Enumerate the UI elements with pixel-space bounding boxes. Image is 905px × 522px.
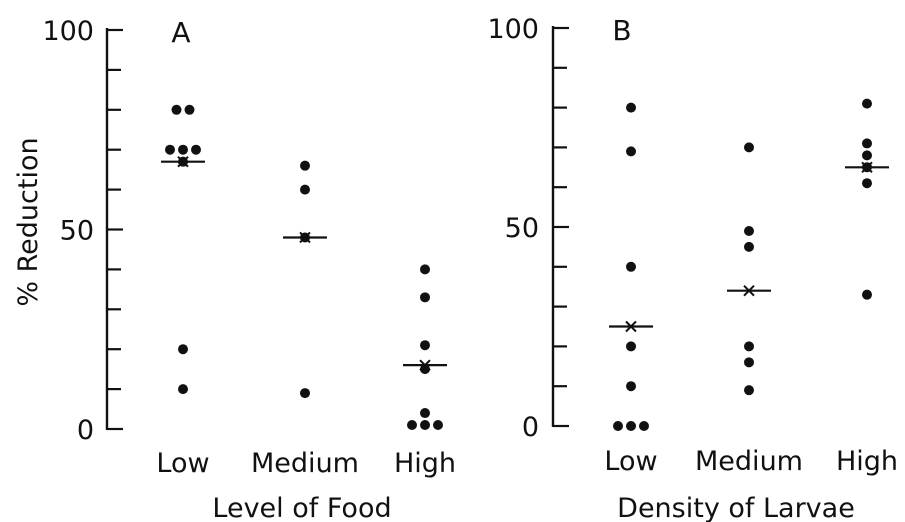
data-point	[420, 340, 430, 351]
x-axis-label: Level of Food	[212, 493, 391, 522]
data-point	[626, 341, 636, 352]
x-category-label: Medium	[695, 446, 803, 477]
data-point	[420, 408, 430, 419]
y-tick-label: 100	[42, 16, 94, 47]
data-point	[300, 388, 310, 399]
data-point	[184, 104, 195, 115]
y-tick-label: 0	[77, 415, 94, 446]
data-point	[300, 184, 310, 195]
data-point	[420, 292, 430, 303]
data-point	[165, 144, 175, 155]
data-point	[420, 264, 430, 275]
data-point	[626, 102, 636, 113]
mean-marker	[177, 155, 189, 168]
y-tick-label: 50	[60, 216, 94, 247]
mean-marker	[299, 231, 311, 244]
data-point	[744, 142, 754, 153]
data-point	[300, 160, 310, 171]
data-point	[626, 421, 636, 431]
data-point	[407, 420, 417, 431]
x-category-label: Low	[604, 446, 657, 477]
data-point	[613, 421, 623, 431]
mean-marker	[419, 359, 431, 371]
data-point	[862, 150, 872, 161]
x-axis-label: Density of Larvae	[617, 493, 855, 522]
y-tick-label: 100	[487, 14, 539, 45]
data-point	[744, 357, 754, 368]
data-point	[626, 261, 636, 272]
data-point	[862, 178, 872, 189]
data-point	[744, 385, 754, 396]
data-point	[178, 384, 188, 395]
data-point	[862, 138, 872, 149]
shared-y-axis-label: % Reduction	[13, 137, 44, 306]
data-point	[420, 420, 430, 431]
x-category-label: High	[836, 446, 898, 477]
x-category-label: High	[394, 448, 456, 479]
x-category-label: Low	[156, 448, 209, 479]
mean-marker	[625, 320, 637, 333]
mean-marker	[861, 161, 873, 174]
data-point	[626, 381, 636, 392]
y-tick-label: 50	[505, 213, 539, 244]
data-point	[744, 241, 754, 252]
panel-label: A	[171, 16, 190, 49]
data-point	[639, 421, 649, 431]
x-category-label: Medium	[251, 448, 359, 479]
chart-panel-b: 0 50 100 B Low Medium High Density of Larvae	[487, 14, 898, 522]
data-point	[862, 98, 872, 109]
mean-marker	[743, 284, 755, 297]
data-point	[626, 146, 636, 157]
data-point	[191, 144, 201, 155]
data-point	[862, 289, 872, 300]
data-point	[171, 104, 182, 115]
y-tick-label: 0	[522, 412, 539, 443]
data-point	[433, 420, 443, 431]
data-point	[744, 341, 754, 352]
data-point	[744, 225, 754, 236]
y-axis-label: % Reduction	[13, 137, 44, 306]
data-point	[178, 144, 188, 155]
data-point	[178, 344, 188, 355]
panel-label: B	[612, 14, 631, 47]
